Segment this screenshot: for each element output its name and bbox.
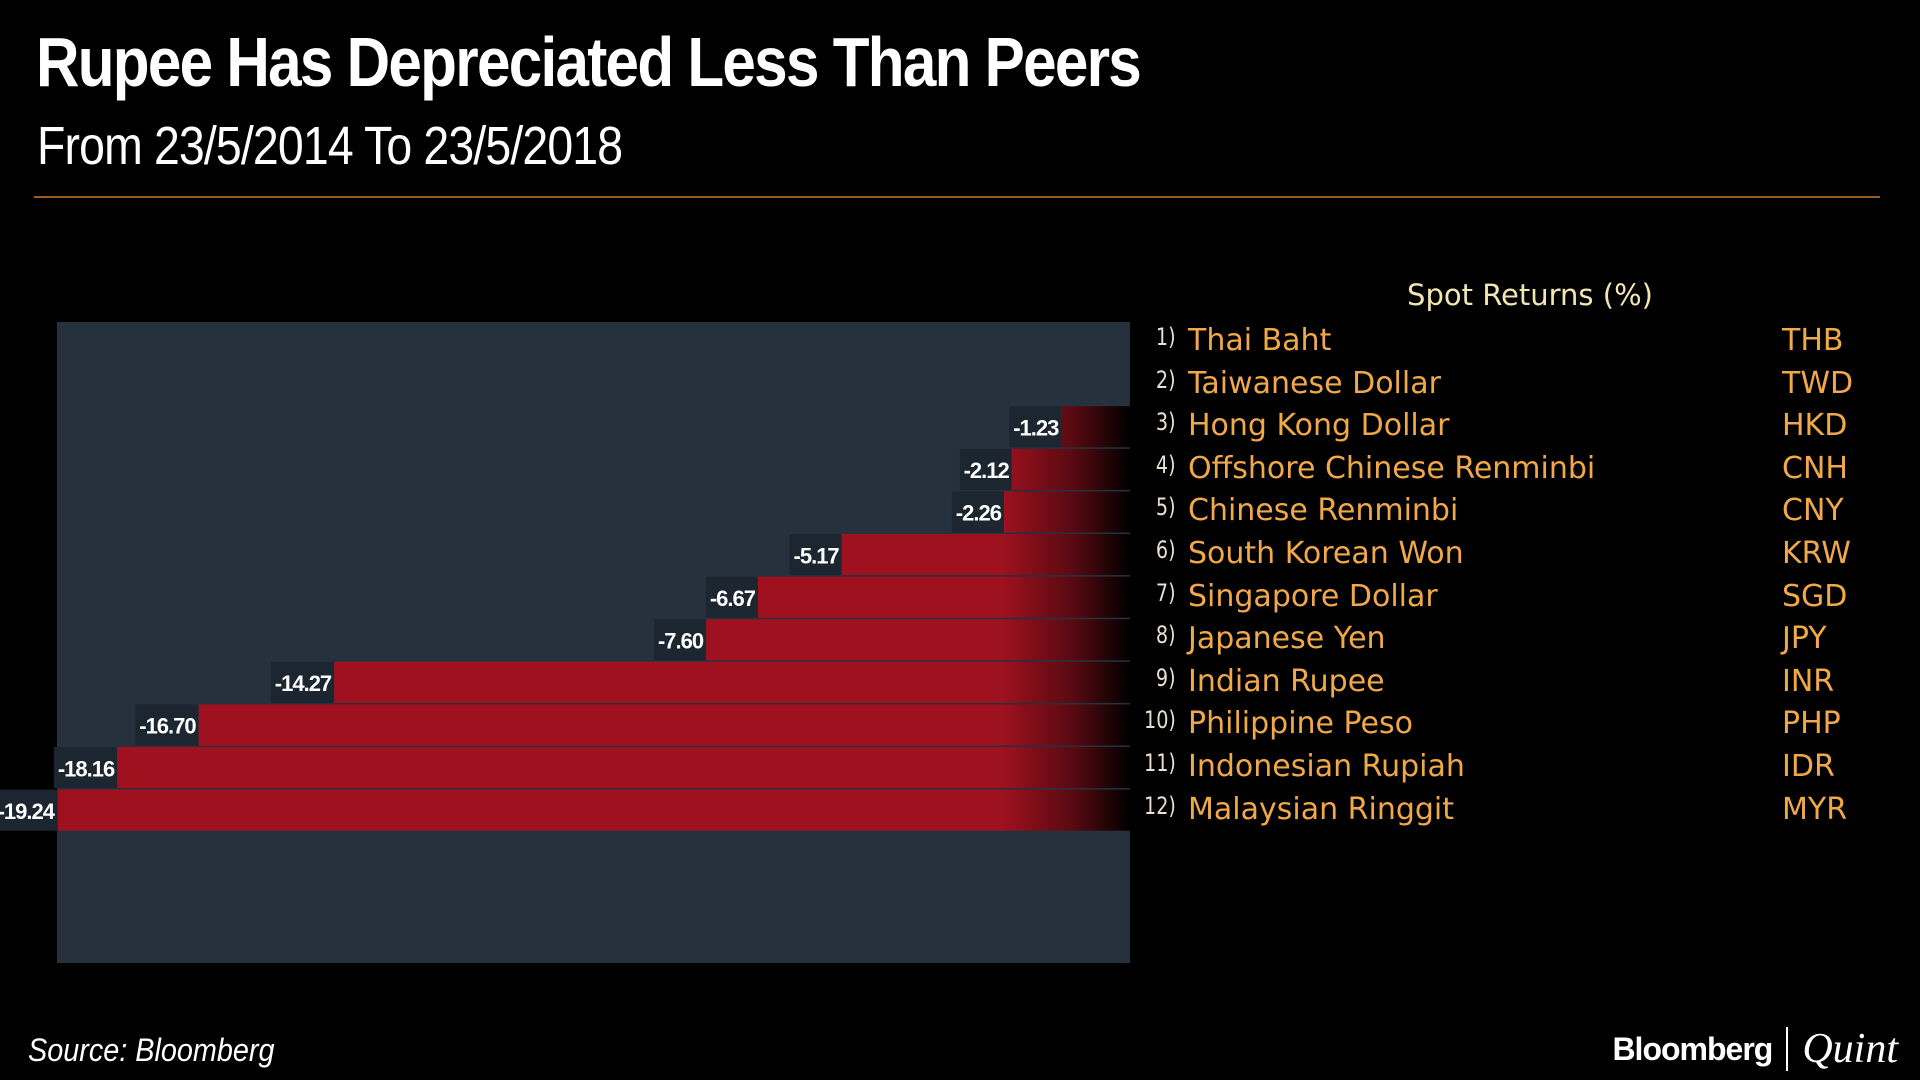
legend-rank: 2) bbox=[1156, 365, 1176, 394]
legend-rank: 11) bbox=[1144, 749, 1176, 777]
logo-bloomberg: Bloomberg bbox=[1612, 1030, 1773, 1067]
value-label: -7.60 bbox=[658, 629, 704, 654]
logo-separator bbox=[1786, 1027, 1789, 1071]
legend-row: 8) Japanese Yen JPY bbox=[1130, 621, 1850, 663]
legend-currency-code: MYR bbox=[1782, 791, 1848, 827]
legend-currency-name: Indonesian Rupiah bbox=[1188, 749, 1465, 784]
legend-rank: 12) bbox=[1144, 791, 1176, 820]
value-label: -16.70 bbox=[139, 714, 196, 739]
source-note: Source: Bloomberg bbox=[28, 1032, 275, 1068]
legend-row: 7) Singapore Dollar SGD bbox=[1130, 579, 1850, 621]
legend-currency-name: Malaysian Ringgit bbox=[1188, 791, 1455, 827]
legend-row: 3) Hong Kong Dollar HKD bbox=[1130, 408, 1850, 450]
logo-quint: Quint bbox=[1802, 1026, 1898, 1072]
legend-row: 10) Philippine Peso PHP bbox=[1130, 706, 1850, 748]
value-label-bg bbox=[53, 747, 117, 789]
value-label-bg bbox=[959, 448, 1012, 490]
bar-php bbox=[198, 704, 1131, 746]
legend-rank: 3) bbox=[1156, 408, 1176, 437]
value-label: -1.23 bbox=[1013, 416, 1059, 441]
bar-cnh bbox=[1011, 448, 1130, 490]
legend-row: 4) Offshore Chinese Renminbi CNH bbox=[1130, 451, 1850, 493]
legend-currency-code: IDR bbox=[1782, 749, 1835, 784]
brand-logo: Bloomberg Quint bbox=[1612, 1025, 1898, 1073]
value-label-bg bbox=[0, 789, 58, 831]
legend-currency-code: KRW bbox=[1782, 536, 1851, 571]
value-label: -18.16 bbox=[58, 756, 115, 781]
value-label: -19.24 bbox=[0, 799, 56, 824]
bar-jpy bbox=[706, 619, 1130, 661]
legend-rank: 7) bbox=[1156, 578, 1176, 607]
divider bbox=[34, 196, 1880, 198]
legend-currency-code: SGD bbox=[1782, 578, 1848, 614]
legend-row: 1) Thai Baht THB bbox=[1130, 323, 1850, 365]
legend-rank: 10) bbox=[1144, 706, 1176, 735]
bar-idr bbox=[117, 747, 1130, 789]
value-label-bg bbox=[789, 534, 842, 576]
legend-currency-name: South Korean Won bbox=[1188, 536, 1464, 571]
value-label-bg bbox=[705, 576, 758, 618]
bar-hkd bbox=[1061, 406, 1130, 448]
bar-cny bbox=[1003, 491, 1130, 533]
legend-currency-code: INR bbox=[1782, 663, 1835, 699]
bar-myr bbox=[57, 789, 1130, 831]
legend-row: 12) Malaysian Ringgit MYR bbox=[1130, 792, 1850, 834]
bar-inr bbox=[334, 661, 1130, 703]
value-label: -2.12 bbox=[964, 458, 1010, 483]
bar-sgd bbox=[758, 576, 1130, 618]
legend-row: 9) Indian Rupee INR bbox=[1130, 664, 1850, 706]
chart-subtitle: From 23/5/2014 To 23/5/2018 bbox=[37, 116, 623, 176]
value-label-bg bbox=[653, 619, 706, 661]
legend-currency-name: Singapore Dollar bbox=[1188, 578, 1438, 614]
chart-title: Rupee Has Depreciated Less Than Peers bbox=[36, 23, 1142, 101]
legend-currency-code: PHP bbox=[1782, 706, 1841, 742]
legend-currency-name: Philippine Peso bbox=[1188, 706, 1413, 742]
value-label-bg bbox=[1009, 406, 1062, 448]
value-label-bg bbox=[135, 704, 199, 746]
legend-row: 5) Chinese Renminbi CNY bbox=[1130, 493, 1850, 535]
legend-title: Spot Returns (%) bbox=[1407, 278, 1653, 312]
value-label: -2.26 bbox=[956, 501, 1002, 526]
legend-currency-name: Offshore Chinese Renminbi bbox=[1188, 450, 1596, 486]
legend-currency-code: CNH bbox=[1782, 450, 1848, 486]
legend-currency-name: Taiwanese Dollar bbox=[1188, 365, 1441, 401]
value-label: -14.27 bbox=[275, 671, 332, 696]
legend-row: 2) Taiwanese Dollar TWD bbox=[1130, 365, 1854, 408]
bar-krw bbox=[841, 534, 1130, 576]
legend-currency-name: Hong Kong Dollar bbox=[1188, 408, 1450, 444]
legend-currency-name: Thai Baht bbox=[1188, 323, 1332, 358]
legend-currency-code: CNY bbox=[1782, 493, 1844, 529]
legend-row: 6) South Korean Won KRW bbox=[1130, 536, 1851, 578]
value-label: -6.67 bbox=[710, 586, 756, 611]
legend-currency-code: THB bbox=[1782, 323, 1844, 358]
value-label: -5.17 bbox=[794, 543, 840, 568]
legend-rank: 4) bbox=[1156, 450, 1176, 479]
legend-rank: 1) bbox=[1156, 323, 1176, 351]
legend-rank: 6) bbox=[1156, 536, 1176, 564]
legend-currency-code: JPY bbox=[1782, 621, 1827, 657]
legend-currency-code: HKD bbox=[1782, 408, 1848, 444]
legend-currency-name: Chinese Renminbi bbox=[1188, 493, 1459, 529]
legend-row: 11) Indonesian Rupiah IDR bbox=[1130, 749, 1850, 791]
legend-currency-name: Indian Rupee bbox=[1188, 663, 1385, 699]
legend-rank: 5) bbox=[1156, 493, 1176, 522]
legend-currency-name: Japanese Yen bbox=[1188, 621, 1386, 657]
legend-currency-code: TWD bbox=[1782, 365, 1854, 401]
legend-rank: 9) bbox=[1156, 663, 1176, 692]
value-label-bg bbox=[270, 661, 334, 703]
legend-rank: 8) bbox=[1156, 621, 1176, 650]
value-label-bg bbox=[951, 491, 1004, 533]
